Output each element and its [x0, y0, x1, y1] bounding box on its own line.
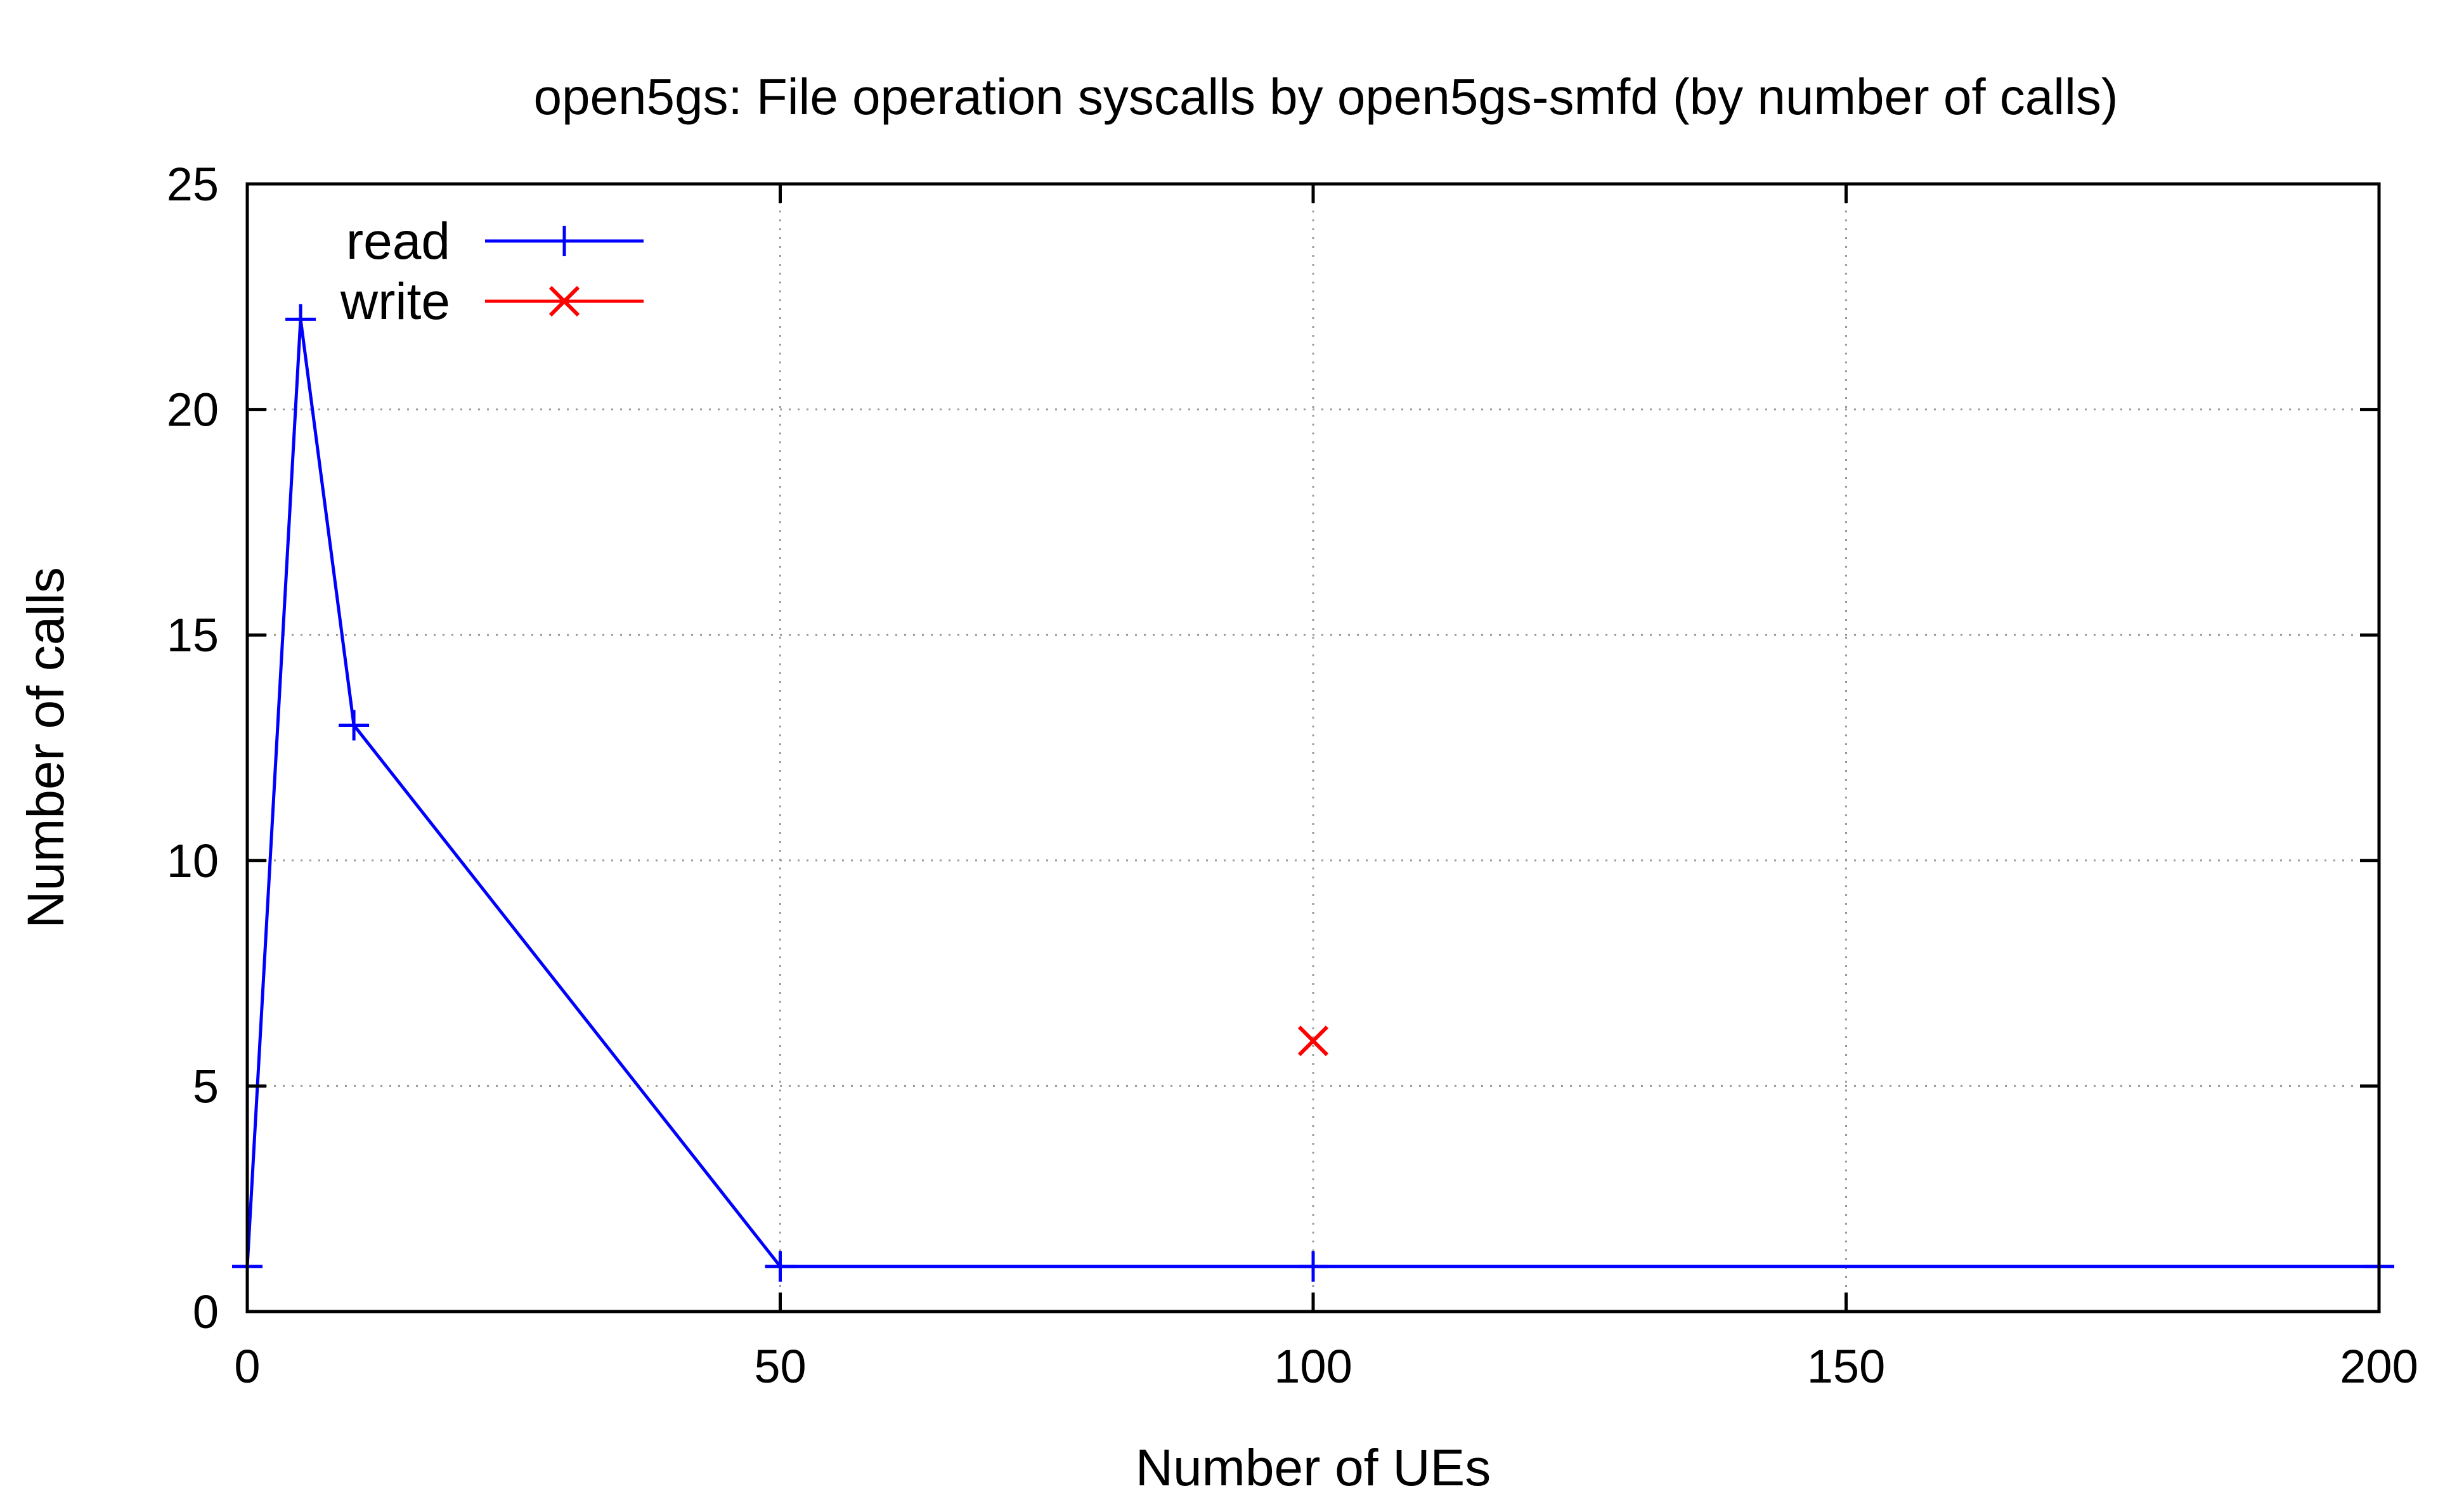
y-tick-label: 10: [167, 835, 219, 887]
data-point-write: [1297, 1026, 1329, 1057]
data-point-read: [339, 710, 370, 741]
legend-item-write: write: [340, 273, 644, 330]
legend-label: read: [346, 212, 450, 270]
x-axis-title: Number of UEs: [1136, 1439, 1491, 1497]
x-tick-label: 150: [1807, 1340, 1885, 1393]
y-tick-label: 0: [193, 1286, 219, 1338]
y-tick-label: 20: [167, 384, 219, 436]
legend-item-read: read: [346, 212, 644, 270]
y-tick-label: 5: [193, 1060, 219, 1112]
data-point-read: [285, 304, 316, 335]
marker-d2: [548, 285, 580, 317]
y-axis-title: Number of calls: [17, 567, 75, 928]
grid-layer: [247, 184, 2379, 1312]
x-tick-label: 200: [2340, 1340, 2418, 1393]
legend-label: write: [340, 273, 450, 330]
chart-title: open5gs: File operation syscalls by open…: [534, 68, 2118, 125]
x-tick-label: 50: [754, 1340, 806, 1393]
data-point-read: [765, 1251, 796, 1282]
axes-layer: 0 50 100 150 200 0 5 10 15 20 25: [167, 158, 2418, 1393]
legend-marker: [548, 285, 580, 317]
legend-marker: [549, 226, 580, 256]
data-point-read: [1298, 1251, 1328, 1282]
x-tick-label: 100: [1274, 1340, 1352, 1393]
marker-d2: [1297, 1026, 1329, 1057]
series-line-read: [245, 319, 2379, 1268]
y-tick-label: 25: [167, 158, 219, 211]
series-write: [1297, 1026, 1329, 1057]
x-tick-label: 0: [234, 1340, 260, 1393]
y-tick-label: 15: [167, 609, 219, 661]
